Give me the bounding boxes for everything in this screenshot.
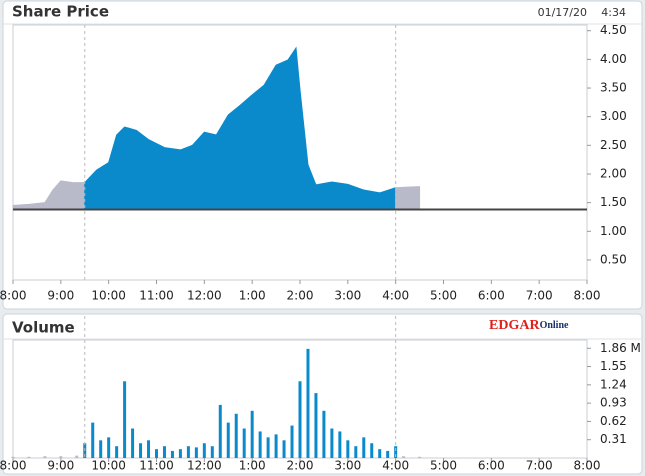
volume-bar xyxy=(91,422,95,458)
volume-bar xyxy=(131,428,135,458)
y-tick-label: 0.50 xyxy=(600,252,627,266)
volume-bar xyxy=(322,410,326,458)
volume-bar xyxy=(59,456,63,458)
y-tick-label: 1.55 xyxy=(600,359,627,373)
volume-bar xyxy=(155,449,158,458)
x-tick-label: 9:00 xyxy=(47,289,74,303)
x-tick-label: 9:00 xyxy=(47,459,74,473)
volume-bar xyxy=(43,456,47,458)
y-tick-label: 1.24 xyxy=(600,377,627,391)
x-tick-label: 8:00 xyxy=(0,459,26,473)
volume-bar xyxy=(418,456,422,458)
y-tick-label: 4.00 xyxy=(600,52,627,66)
x-tick-label: 11:00 xyxy=(139,289,174,303)
volume-bar xyxy=(378,449,382,458)
x-tick-label: 3:00 xyxy=(334,289,361,303)
y-tick-label: 0.93 xyxy=(600,396,627,410)
x-tick-label: 1:00 xyxy=(239,459,266,473)
volume-bar xyxy=(306,348,310,458)
volume-bar xyxy=(194,447,198,458)
volume-bar xyxy=(27,456,31,458)
panel-title: Share Price xyxy=(12,3,109,21)
x-tick-label: 8:00 xyxy=(0,289,26,303)
x-tick-label: 8:00 xyxy=(574,289,601,303)
x-tick-label: 12:00 xyxy=(187,289,222,303)
x-tick-label: 4:00 xyxy=(382,289,409,303)
volume-bar xyxy=(370,443,374,458)
x-tick-label: 2:00 xyxy=(287,289,314,303)
x-tick-label: 5:00 xyxy=(430,289,457,303)
volume-bar xyxy=(274,434,278,458)
x-tick-label: 12:00 xyxy=(187,459,222,473)
x-tick-label: 4:00 xyxy=(382,459,409,473)
x-tick-label: 11:00 xyxy=(139,459,174,473)
x-tick-label: 1:00 xyxy=(239,289,266,303)
y-tick-label: 4.50 xyxy=(600,23,627,37)
y-tick-label: 3.00 xyxy=(600,109,627,123)
volume-bar xyxy=(186,446,190,458)
logo-main: EDGAR xyxy=(489,318,540,333)
volume-bar xyxy=(147,440,151,458)
volume-bar xyxy=(226,422,230,458)
volume-bar xyxy=(354,446,358,458)
x-tick-label: 10:00 xyxy=(91,289,126,303)
x-tick-label: 7:00 xyxy=(526,459,553,473)
volume-bar xyxy=(234,413,238,458)
volume-bar xyxy=(394,446,398,458)
volume-bar xyxy=(75,455,79,458)
volume-bar xyxy=(330,428,334,458)
x-tick-label: 2:00 xyxy=(287,459,314,473)
volume-bar xyxy=(298,381,302,458)
panel-title: Volume xyxy=(12,319,75,337)
volume-bar xyxy=(258,431,262,458)
price-area xyxy=(84,46,397,211)
volume-bar xyxy=(250,410,254,458)
y-tick-label: 1.50 xyxy=(600,195,627,209)
volume-bar xyxy=(338,431,342,458)
x-tick-label: 3:00 xyxy=(334,459,361,473)
price-area xyxy=(395,186,421,211)
volume-bar xyxy=(139,443,143,458)
volume-bar xyxy=(242,428,246,458)
x-tick-label: 10:00 xyxy=(91,459,126,473)
volume-bar xyxy=(107,437,111,458)
y-tick-label: 3.50 xyxy=(600,81,627,95)
volume-bar xyxy=(266,437,270,458)
volume-bar xyxy=(218,404,222,458)
y-tick-label: 0.31 xyxy=(600,432,627,446)
volume-bar xyxy=(386,450,390,458)
x-tick-label: 6:00 xyxy=(478,459,505,473)
x-tick-label: 8:00 xyxy=(574,459,601,473)
volume-bar xyxy=(202,443,206,458)
volume-bar xyxy=(362,437,366,458)
x-tick-label: 5:00 xyxy=(430,459,457,473)
volume-bar xyxy=(282,440,286,458)
volume-bar xyxy=(162,446,166,458)
volume-bar xyxy=(346,440,350,458)
volume-bar xyxy=(314,393,318,458)
y-tick-label: 2.00 xyxy=(600,166,627,180)
volume-bar xyxy=(11,456,15,458)
volume-bar xyxy=(170,450,174,458)
y-tick-label: 1.00 xyxy=(600,224,627,238)
volume-bar xyxy=(210,446,214,458)
x-tick-label: 6:00 xyxy=(478,289,505,303)
x-tick-label: 7:00 xyxy=(526,289,553,303)
y-tick-label: 2.50 xyxy=(600,138,627,152)
volume-bar xyxy=(99,440,103,458)
time: 4:34 xyxy=(601,6,626,19)
volume-bar xyxy=(402,456,406,458)
volume-bar xyxy=(115,446,119,458)
logo-sub: Online xyxy=(540,320,569,331)
y-tick-label: 1.86 M xyxy=(600,341,641,355)
date: 01/17/20 xyxy=(538,6,587,19)
volume-bar xyxy=(290,425,294,458)
volume-bar xyxy=(123,381,127,458)
y-tick-label: 0.62 xyxy=(600,414,627,428)
logo: EDGAROnline xyxy=(489,318,569,333)
volume-bar xyxy=(178,449,182,458)
